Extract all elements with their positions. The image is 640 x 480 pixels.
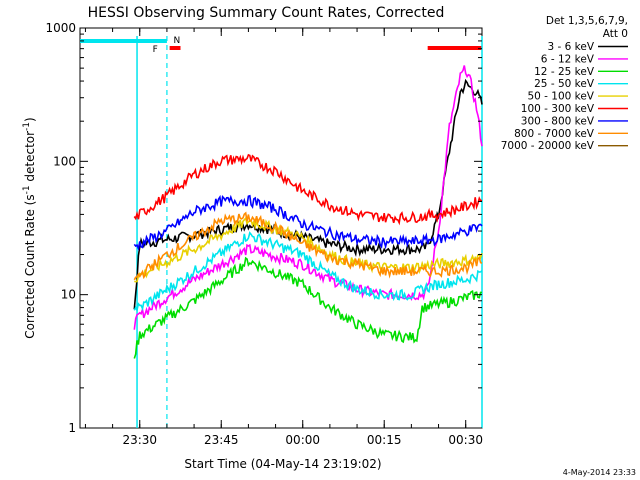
x-tick-label: 00:30 [448, 433, 483, 447]
legend-label: 12 - 25 keV [534, 66, 595, 78]
legend-header-line1: Det 1,3,5,6,7,9, [546, 15, 628, 27]
legend-label: 50 - 100 keV [527, 91, 594, 103]
y-axis-label-mid: detector [23, 131, 37, 186]
flag-label-f: F [153, 45, 158, 55]
series-layer [133, 65, 483, 359]
series-line [133, 256, 482, 359]
legend-header-line2: Att 0 [603, 28, 628, 40]
y-tick-label: 1000 [45, 21, 76, 35]
y-tick-label: 1 [68, 421, 76, 435]
y-axis-label-main: Corrected Count Rate (s [23, 194, 37, 338]
flag-label-n: N [173, 36, 180, 46]
series-line [133, 194, 483, 252]
legend-label: 7000 - 20000 keV [501, 140, 595, 152]
x-tick-label: 23:30 [122, 433, 157, 447]
legend-label: 6 - 12 keV [541, 53, 595, 65]
series-line [134, 216, 483, 283]
x-axis: 23:30 23:45 00:00 00:15 00:30 [84, 28, 483, 447]
y-axis-label: Corrected Count Rate (s-1 detector-1) [22, 117, 37, 338]
series-line [133, 231, 483, 313]
x-tick-label: 00:00 [285, 433, 320, 447]
x-tick-label: 00:15 [367, 433, 402, 447]
x-axis-label: Start Time (04-May-14 23:19:02) [184, 457, 381, 471]
series-line [133, 153, 483, 226]
x-tick-label: 23:45 [204, 433, 239, 447]
y-axis-label-exp2: -1 [22, 122, 32, 131]
y-tick-label: 10 [61, 288, 76, 302]
legend-label: 3 - 6 keV [547, 41, 594, 53]
legend-label: 100 - 300 keV [521, 103, 595, 115]
y-axis-label-end: ) [23, 117, 37, 122]
legend-label: 800 - 7000 keV [514, 128, 595, 140]
legend-label: 300 - 800 keV [521, 115, 595, 127]
y-axis-label-exp1: -1 [22, 185, 32, 194]
legend-label: 25 - 50 keV [534, 78, 595, 90]
y-tick-label: 100 [53, 154, 76, 168]
y-axis: 1 10 100 1000 [45, 21, 482, 435]
chart-title: HESSI Observing Summary Count Rates, Cor… [88, 5, 445, 21]
series-line [133, 211, 483, 281]
timestamp: 4-May-2014 23:33 [563, 468, 636, 477]
